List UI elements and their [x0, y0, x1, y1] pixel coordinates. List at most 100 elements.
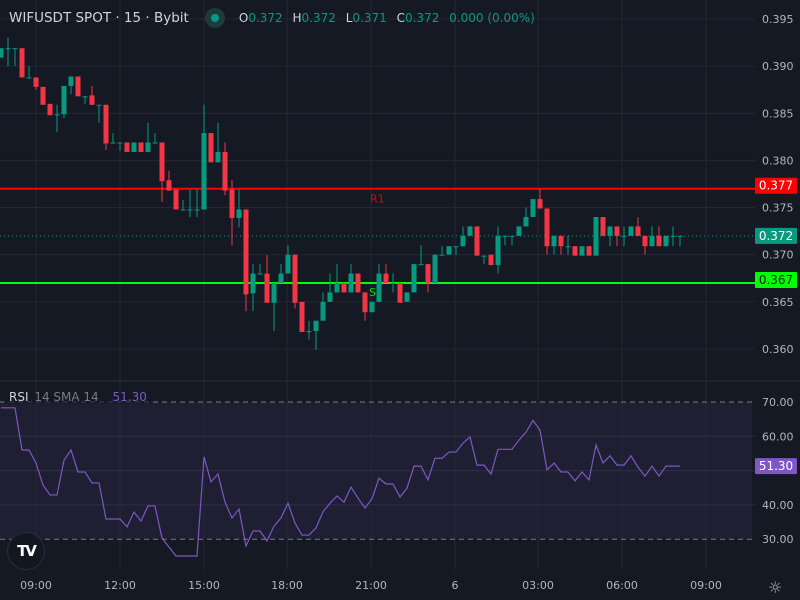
candle-up	[411, 264, 417, 293]
candle-up	[649, 235, 655, 247]
candle-up	[348, 273, 354, 293]
level-label-r1: R1	[370, 193, 385, 206]
candle-up	[579, 246, 585, 256]
symbol-legend: WIFUSDT SPOT · 15 · Bybit O0.372 H0.372 …	[9, 8, 541, 28]
candle-up	[551, 235, 557, 247]
candle-up	[96, 104, 102, 106]
candle-up	[12, 48, 18, 50]
close-key: C	[396, 11, 405, 25]
candle-up	[404, 292, 410, 302]
candle-up	[369, 301, 375, 313]
candle-up	[663, 235, 669, 247]
last-price-badge-bg	[755, 227, 797, 244]
candle-down	[544, 208, 550, 247]
candle-up	[250, 273, 256, 294]
rsi-tick: 30.00	[762, 533, 794, 546]
candle-up	[0, 48, 4, 58]
time-tick: 18:00	[271, 579, 303, 592]
candle-up	[565, 246, 571, 248]
time-tick: 09:00	[690, 579, 722, 592]
support-price-badge-bg	[755, 271, 797, 288]
candle-up	[306, 331, 312, 333]
candle-up	[670, 235, 676, 237]
candle-up	[117, 142, 123, 144]
rsi-value-badge-bg	[755, 458, 797, 475]
candle-down	[173, 189, 179, 210]
price-tick: 0.395	[762, 13, 794, 26]
time-tick: 6	[452, 579, 459, 592]
tradingview-logo[interactable]: TV	[7, 532, 45, 570]
high-value: 0.372	[301, 11, 336, 25]
candle-up	[523, 216, 529, 227]
symbol-title[interactable]: WIFUSDT SPOT · 15 · Bybit	[9, 10, 189, 26]
candle-down	[229, 189, 235, 218]
candle-up	[446, 246, 452, 255]
candle-up	[376, 273, 382, 302]
candle-down	[397, 282, 403, 303]
ohlc-values: O0.372 H0.372 L0.371 C0.372 0.000 (0.00%…	[239, 11, 541, 25]
rsi-value: 51.30	[112, 390, 147, 404]
candle-up	[593, 216, 599, 256]
market-open-icon	[204, 8, 225, 28]
candle-up	[82, 96, 88, 98]
candle-down	[222, 151, 228, 191]
candle-down	[474, 226, 480, 256]
rsi-legend[interactable]: RSI 14 SMA 14 51.30	[4, 390, 152, 404]
candle-up	[327, 292, 333, 302]
candle-down	[89, 95, 95, 105]
candle-up	[201, 133, 207, 210]
candle-up	[467, 226, 473, 236]
candle-down	[208, 133, 214, 163]
candle-down	[362, 292, 368, 313]
candle-up	[439, 254, 445, 256]
rsi-name: RSI	[9, 390, 29, 404]
price-tick: 0.385	[762, 107, 794, 120]
candle-down	[103, 104, 109, 144]
gear-icon[interactable]: ☼	[768, 578, 783, 597]
candle-down	[341, 282, 347, 293]
candle-up	[236, 209, 242, 218]
level-label-s: S	[369, 286, 376, 299]
price-tick: 0.380	[762, 154, 794, 167]
candle-up	[257, 273, 263, 275]
candle-down	[138, 142, 144, 152]
candle-up	[509, 235, 515, 237]
candle-down	[425, 264, 431, 283]
resistance-price-badge: 0.377	[759, 179, 793, 193]
candle-up	[502, 235, 508, 237]
candle-up	[145, 142, 151, 152]
candle-down	[47, 103, 53, 116]
candle-up	[460, 235, 466, 247]
candle-up	[320, 301, 326, 321]
time-tick: 03:00	[522, 579, 554, 592]
time-tick: 15:00	[188, 579, 220, 592]
candle-up	[418, 264, 424, 266]
low-key: L	[345, 11, 353, 25]
candle-down	[75, 76, 81, 97]
rsi-line	[1, 407, 680, 557]
candle-up	[194, 209, 200, 211]
candle-down	[166, 180, 172, 191]
candle-up	[481, 255, 487, 257]
time-tick: 06:00	[606, 579, 638, 592]
candle-up	[516, 226, 522, 236]
candle-down	[124, 142, 130, 152]
candle-up	[607, 226, 613, 236]
candle-down	[40, 86, 46, 105]
candle-down	[488, 254, 494, 266]
candle-up	[110, 142, 116, 144]
candle-up	[334, 282, 340, 293]
candle-down	[264, 273, 270, 303]
rsi-value-badge: 51.30	[759, 459, 793, 473]
open-value: 0.372	[248, 11, 283, 25]
candle-down	[355, 273, 361, 293]
change-value: 0.000 (0.00%)	[449, 11, 535, 25]
close-value: 0.372	[404, 11, 440, 25]
candle-up	[26, 77, 32, 79]
candle-down	[558, 235, 564, 247]
high-key: H	[292, 11, 302, 25]
price-tick: 0.360	[762, 343, 794, 356]
resistance-price-badge-bg	[755, 177, 797, 194]
candle-down	[642, 235, 648, 247]
